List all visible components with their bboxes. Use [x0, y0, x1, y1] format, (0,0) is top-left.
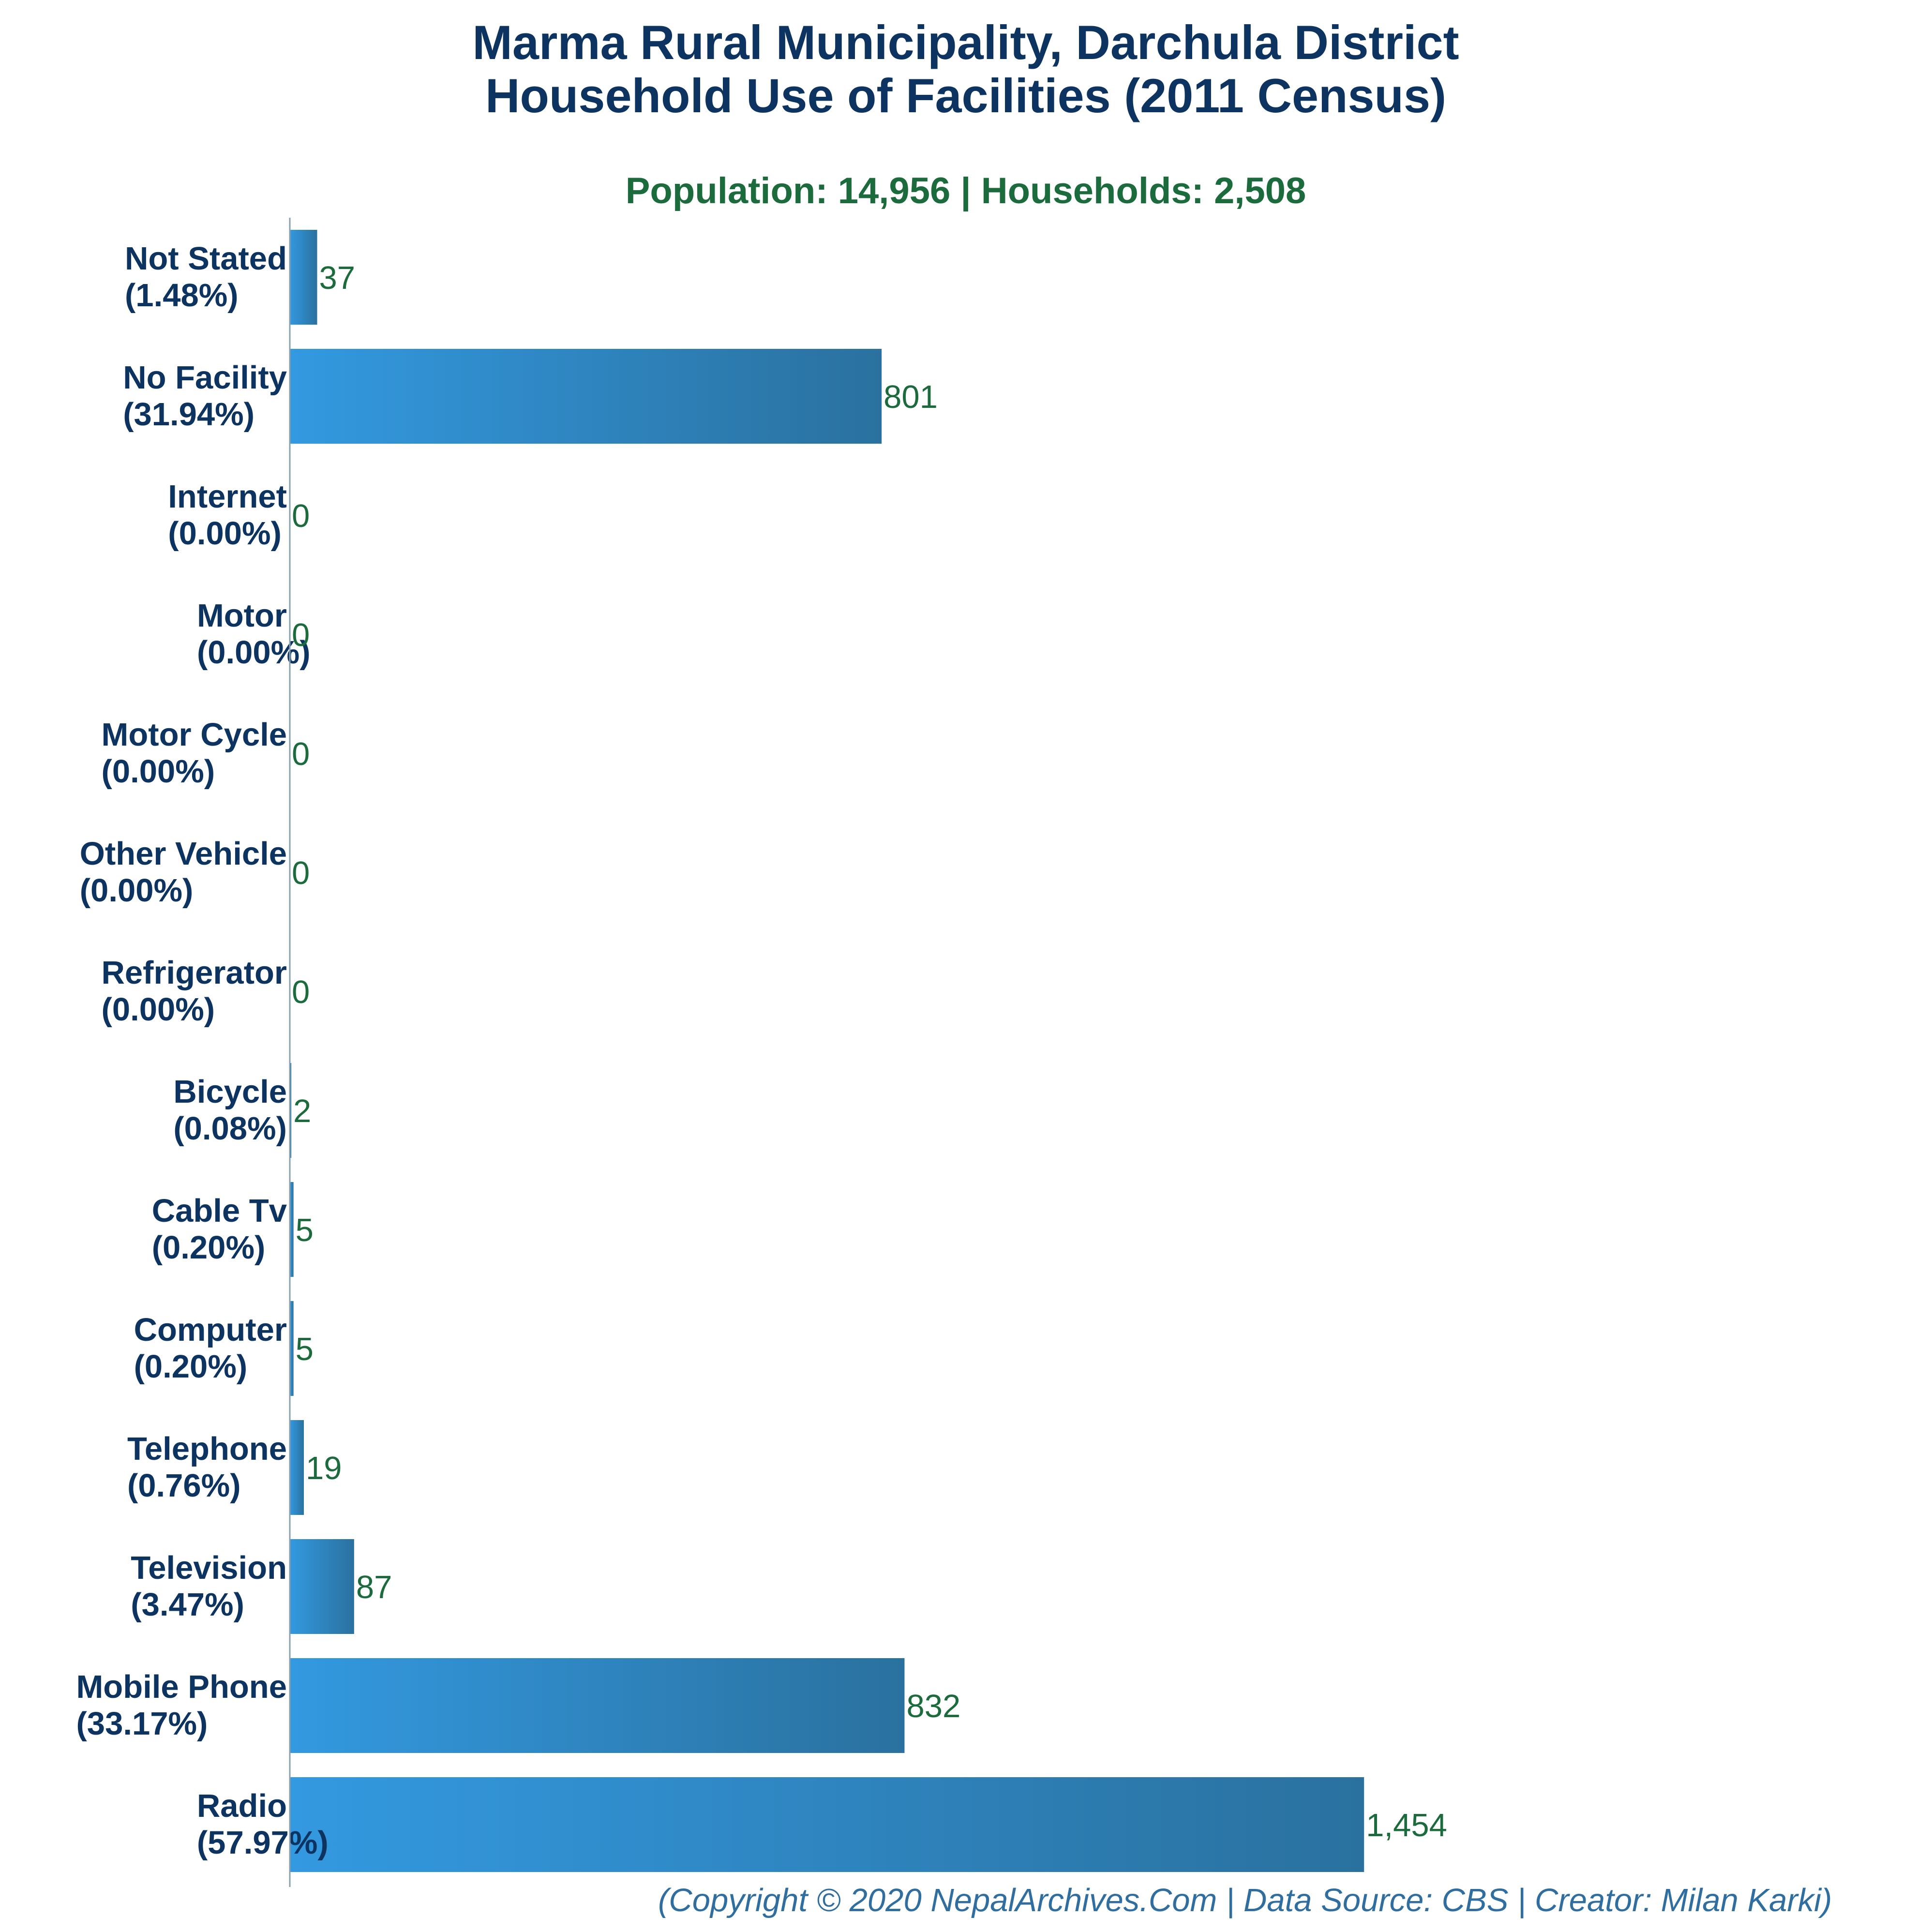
- value-label: 5: [296, 1331, 314, 1367]
- category-percent-label: (0.20%): [152, 1229, 266, 1266]
- value-label: 0: [292, 617, 310, 653]
- category-label: Mobile Phone: [76, 1669, 287, 1705]
- category-percent-label: (0.76%): [127, 1468, 241, 1504]
- category-label: Radio: [197, 1788, 287, 1824]
- bar-telephone: [290, 1420, 304, 1515]
- category-percent-label: (0.00%): [102, 753, 215, 790]
- category-percent-label: (57.97%): [197, 1825, 329, 1861]
- category-label: Bicycle: [173, 1074, 287, 1110]
- category-percent-label: (0.00%): [102, 991, 215, 1028]
- value-label: 2: [293, 1093, 311, 1129]
- value-label: 87: [356, 1569, 392, 1605]
- category-percent-label: (0.20%): [134, 1348, 248, 1385]
- category-label: No Facility: [123, 359, 287, 396]
- bar-cable-tv: [290, 1182, 294, 1277]
- category-label: Television: [131, 1550, 287, 1586]
- bar-not-stated: [290, 230, 317, 325]
- bar-mobile-phone: [290, 1658, 905, 1753]
- category-percent-label: (0.08%): [173, 1110, 287, 1147]
- category-label: Telephone: [127, 1431, 287, 1467]
- category-label: Not Stated: [125, 240, 287, 277]
- value-label: 37: [319, 260, 355, 296]
- category-label: Refrigerator: [102, 955, 287, 991]
- bar-television: [290, 1539, 354, 1634]
- value-label: 0: [292, 736, 310, 772]
- category-percent-label: (31.94%): [123, 396, 255, 433]
- category-percent-label: (33.17%): [76, 1706, 208, 1742]
- value-label: 0: [292, 974, 310, 1010]
- category-percent-label: (3.47%): [131, 1587, 244, 1623]
- value-label: 832: [906, 1688, 960, 1724]
- category-percent-label: (0.00%): [197, 634, 311, 671]
- chart-title: Marma Rural Municipality, Darchula Distr…: [472, 15, 1459, 69]
- category-percent-label: (0.00%): [80, 872, 194, 909]
- value-label: 801: [884, 379, 938, 415]
- bar-radio: [290, 1777, 1364, 1872]
- category-label: Computer: [134, 1312, 287, 1348]
- bar-no-facility: [290, 349, 882, 444]
- bars-group: Not Stated(1.48%) 37 No Facility(31.94%) 80…: [76, 230, 1447, 1872]
- value-label: 1,454: [1366, 1807, 1447, 1843]
- category-label: Motor Cycle: [102, 717, 287, 753]
- category-label: Cable Tv: [152, 1193, 287, 1229]
- category-label: Internet: [168, 479, 287, 515]
- footer-credit: (Copyright © 2020 NepalArchives.Com | Da…: [658, 1882, 1832, 1919]
- category-percent-label: (0.00%): [168, 515, 282, 552]
- value-label: 0: [292, 855, 310, 891]
- bar-computer: [290, 1301, 294, 1396]
- bar-bicycle: [290, 1063, 292, 1158]
- chart-title-line2: Household Use of Facilities (2011 Census…: [485, 69, 1446, 122]
- chart-subtitle: Population: 14,956 | Households: 2,508: [626, 170, 1306, 212]
- category-label: Motor: [197, 598, 287, 634]
- category-percent-label: (1.48%): [125, 277, 239, 314]
- category-label: Other Vehicle: [80, 836, 287, 872]
- value-label: 5: [296, 1212, 314, 1248]
- value-label: 19: [306, 1450, 342, 1486]
- value-label: 0: [292, 498, 310, 534]
